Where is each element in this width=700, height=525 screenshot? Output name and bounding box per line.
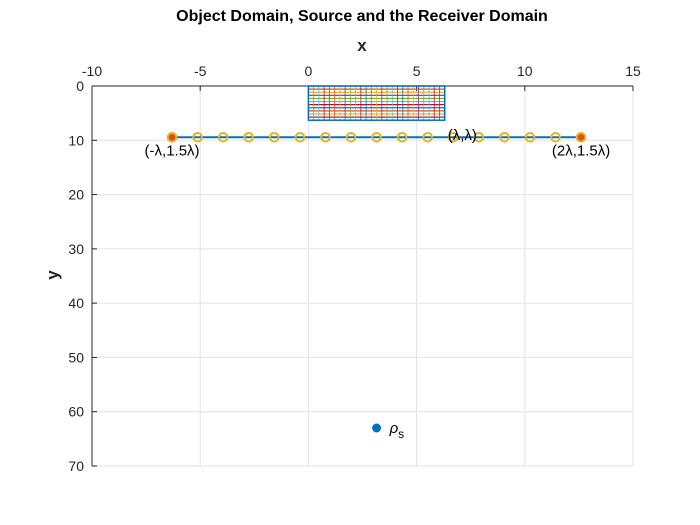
chart-title: Object Domain, Source and the Receiver D… [176,8,548,25]
x-axis-title: x [357,36,367,55]
plot-background [92,86,633,466]
receiver-point [575,132,587,143]
receiver-point [243,132,254,143]
y-tick-label: 40 [68,295,84,311]
receiver-point [294,132,306,143]
receiver-point [422,132,433,143]
receiver-point [345,132,357,143]
y-tick-label: 20 [68,187,84,203]
receiver-point [166,132,178,143]
receiver-point [217,132,229,143]
source-label: ρs [389,420,405,441]
x-tick-label: -10 [82,63,102,79]
y-tick-label: 10 [68,132,84,148]
receiver-point [192,132,203,143]
y-tick-label: 60 [68,404,84,420]
x-tick-label: 15 [625,63,641,79]
point-annotation: (-λ,1.5λ) [145,142,200,159]
y-tick-label: 70 [68,458,84,474]
plot-area: -10 -5 0 5 10 15 0 10 20 30 40 50 60 70 ρs (-λ,1.5λ) (2λ… [68,63,641,474]
receiver-point [550,132,561,143]
receiver-point [473,132,485,143]
point-annotation: (λ,λ) [448,127,477,144]
point-annotation: (2λ,1.5λ) [552,142,610,159]
x-tick-label: 10 [517,63,533,79]
receiver-point [320,132,331,143]
x-tick-label: 5 [413,63,421,79]
receiver-point [447,132,459,143]
source-point [372,423,382,433]
receiver-endpoint [167,132,177,142]
receiver-endpoint [576,132,586,142]
y-tick-label: 50 [68,349,84,365]
receiver-point [524,132,536,143]
y-tick-label: 30 [68,241,84,257]
y-axis-title: y [43,270,62,280]
y-tick-label: 0 [76,78,84,94]
receiver-point [396,132,408,143]
x-tick-label: 0 [305,63,313,79]
object-domain-border [307,85,446,121]
receiver-point [268,132,280,143]
x-tick-label: -5 [194,63,207,79]
receiver-point [371,132,382,143]
receiver-point [499,132,510,143]
